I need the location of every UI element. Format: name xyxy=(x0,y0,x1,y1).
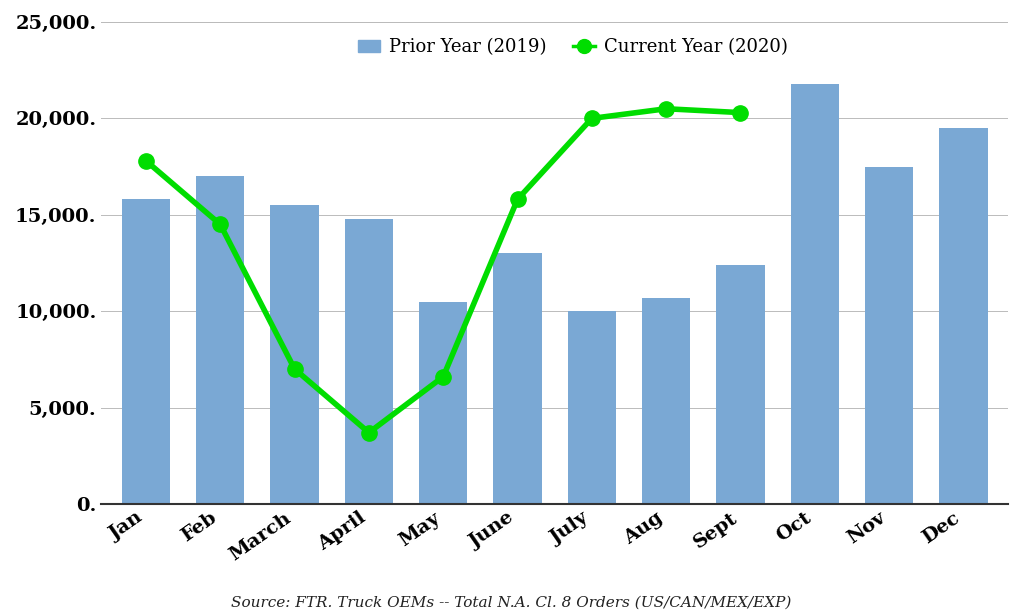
Bar xyxy=(864,166,914,504)
Bar xyxy=(642,298,691,504)
Legend: Prior Year (2019), Current Year (2020): Prior Year (2019), Current Year (2020) xyxy=(351,31,795,63)
Bar xyxy=(716,265,764,504)
Bar xyxy=(568,311,616,504)
Bar xyxy=(419,301,468,504)
Bar xyxy=(939,128,987,504)
Bar xyxy=(270,205,319,504)
Bar xyxy=(791,84,839,504)
Bar xyxy=(345,219,393,504)
Bar xyxy=(493,253,541,504)
Bar xyxy=(122,200,170,504)
Text: Source: FTR. Truck OEMs -- Total N.A. Cl. 8 Orders (US/CAN/MEX/EXP): Source: FTR. Truck OEMs -- Total N.A. Cl… xyxy=(231,596,792,610)
Bar xyxy=(196,176,244,504)
